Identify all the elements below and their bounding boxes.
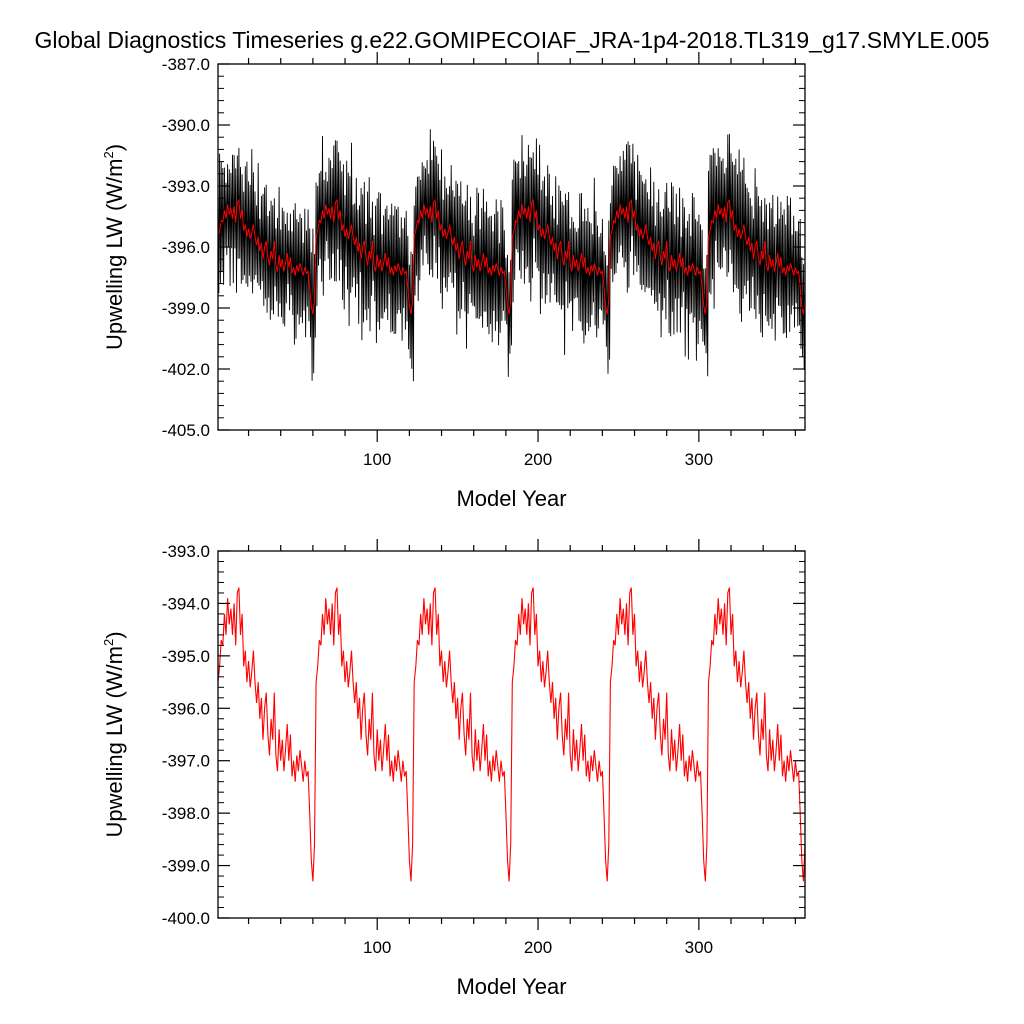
figure-title: Global Diagnostics Timeseries g.e22.GOMI… <box>35 27 990 53</box>
y-tick-label: -395.0 <box>162 647 210 666</box>
y-axis: -405.0 -402.0 -399.0 -396.0 -393.0 -390.0 -387… <box>162 55 805 440</box>
y-axis-title: Upwelling LW (W/m2) <box>101 144 127 350</box>
y-tick-label: -394.0 <box>162 594 210 613</box>
x-tick-label: 300 <box>685 938 713 957</box>
y-tick-label: -405.0 <box>162 421 210 440</box>
y-tick-label: -393.0 <box>162 542 210 561</box>
y-axis-title-sup: 2 <box>101 151 116 158</box>
y-tick-label: -387.0 <box>162 55 210 74</box>
x-tick-label: 200 <box>524 450 552 469</box>
x-axis-title: Model Year <box>456 974 566 999</box>
x-tick-label: 100 <box>363 450 391 469</box>
top-panel: -405.0 -402.0 -399.0 -396.0 -393.0 -390.0 -387… <box>101 52 806 511</box>
x-axis: 100 200 300 <box>247 539 796 957</box>
x-tick-label: 100 <box>363 938 391 957</box>
y-tick-label: -399.0 <box>162 299 210 318</box>
series-mean-line <box>217 587 806 882</box>
x-axis-title: Model Year <box>456 486 566 511</box>
y-axis: -400.0 -399.0 -398.0 -397.0 -396.0 -395.0 -394… <box>162 542 805 928</box>
series-mean-line <box>217 198 806 315</box>
y-tick-label: -396.0 <box>162 699 210 718</box>
y-axis-title-main: Upwelling LW (W/m <box>102 159 127 351</box>
x-tick-label: 200 <box>524 938 552 957</box>
y-axis-title-end: ) <box>102 631 127 638</box>
bottom-panel: -400.0 -399.0 -398.0 -397.0 -396.0 -395.0 -394… <box>101 539 806 999</box>
y-tick-label: -398.0 <box>162 804 210 823</box>
y-tick-label: -402.0 <box>162 360 210 379</box>
y-tick-label: -400.0 <box>162 909 210 928</box>
y-tick-label: -393.0 <box>162 177 210 196</box>
y-axis-title-main: Upwelling LW (W/m <box>102 646 127 838</box>
x-tick-label: 300 <box>685 450 713 469</box>
plot-frame <box>217 550 806 919</box>
plot-area <box>217 587 806 882</box>
y-axis-title-sup: 2 <box>101 639 116 646</box>
y-tick-label: -390.0 <box>162 116 210 135</box>
series-raw-line <box>217 129 806 382</box>
x-axis: 100 200 300 <box>247 52 796 469</box>
panels: -405.0 -402.0 -399.0 -396.0 -393.0 -390.0 -387… <box>101 52 806 999</box>
plot-area <box>217 129 806 382</box>
y-tick-label: -396.0 <box>162 238 210 257</box>
y-tick-label: -399.0 <box>162 857 210 876</box>
y-axis-title-end: ) <box>102 144 127 151</box>
y-tick-label: -397.0 <box>162 752 210 771</box>
y-axis-title: Upwelling LW (W/m2) <box>101 631 127 837</box>
